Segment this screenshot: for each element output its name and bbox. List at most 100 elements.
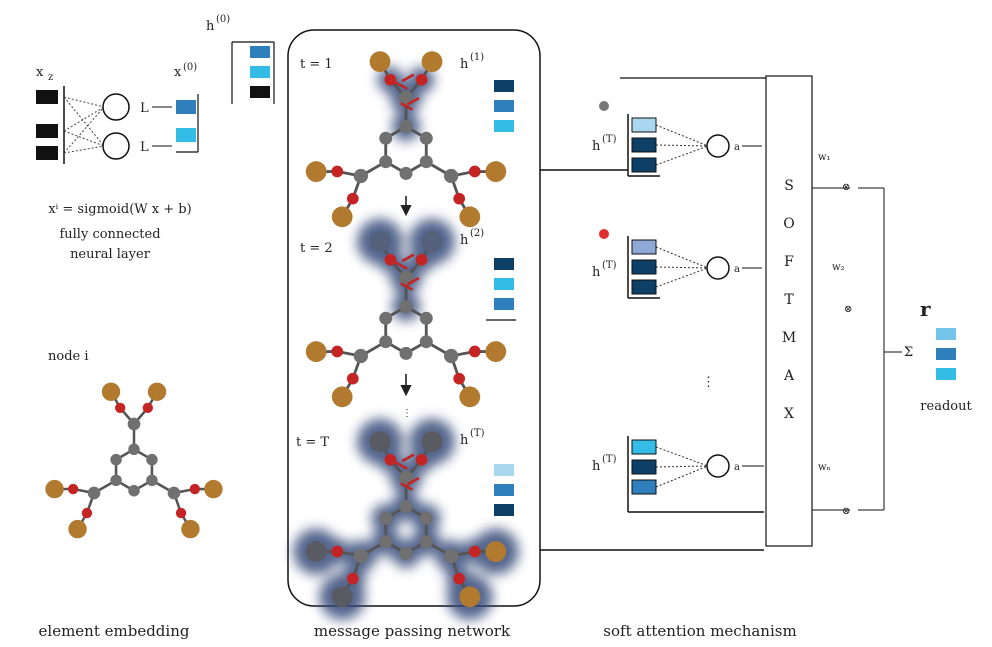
attn-neuron bbox=[706, 256, 730, 280]
copper-atom bbox=[331, 206, 353, 228]
softmax-letter: F bbox=[784, 254, 794, 270]
softmax-letter: X bbox=[784, 406, 794, 422]
hT-sup: (T) bbox=[470, 428, 485, 439]
h1-vector bbox=[494, 80, 514, 132]
fc-connections bbox=[63, 96, 105, 154]
time-step-label: t = 1 bbox=[300, 57, 333, 72]
state-sup: (0) bbox=[216, 14, 230, 25]
message-arrow bbox=[406, 476, 420, 486]
hT-label: h bbox=[460, 433, 469, 448]
oxygen-atom bbox=[453, 372, 466, 385]
readout-vector bbox=[936, 328, 956, 380]
time-step-label: t = 2 bbox=[300, 241, 333, 256]
embedding-output-label: x bbox=[174, 65, 182, 80]
copper-atom bbox=[45, 479, 64, 499]
oxygen-atom bbox=[346, 572, 359, 585]
carbon-atom bbox=[419, 131, 433, 145]
carbon-atom bbox=[353, 548, 369, 564]
neuron bbox=[102, 93, 130, 121]
multiply-symbol: ⊗ bbox=[842, 506, 850, 517]
molecule-step-T bbox=[293, 418, 519, 620]
carbon-atom bbox=[128, 443, 140, 456]
embedding-output-sup: (0) bbox=[183, 62, 197, 73]
carbon-atom bbox=[379, 335, 393, 349]
copper-atom bbox=[305, 341, 327, 362]
neuron bbox=[102, 132, 130, 160]
attn-vector-1 bbox=[627, 114, 660, 177]
oxygen-atom bbox=[346, 192, 359, 205]
attn-h-label: h bbox=[592, 459, 601, 474]
carbon-atom bbox=[127, 417, 141, 431]
carbon-atom bbox=[379, 131, 393, 145]
attn-neuron bbox=[706, 454, 730, 478]
attn-score-label: a bbox=[734, 142, 740, 153]
carbon-atom bbox=[419, 535, 433, 549]
carbon-atom bbox=[110, 474, 122, 487]
embedding-vector bbox=[176, 94, 199, 153]
oxygen-atom bbox=[189, 483, 201, 495]
oxygen-atom bbox=[415, 253, 428, 266]
message-arrow bbox=[394, 81, 408, 91]
message-arrow bbox=[401, 73, 415, 83]
h1-label: h bbox=[460, 57, 469, 72]
attn-score-label: a bbox=[734, 462, 740, 473]
carbon-atom bbox=[379, 511, 393, 525]
copper-atom bbox=[421, 51, 443, 72]
fc-caption-1: fully connected bbox=[59, 227, 160, 242]
copper-atom bbox=[204, 479, 223, 499]
carbon-atom bbox=[443, 168, 459, 184]
oxygen-atom bbox=[415, 453, 428, 466]
carbon-atom bbox=[419, 511, 433, 525]
oxygen-atom bbox=[115, 402, 126, 414]
message-arrow bbox=[401, 453, 415, 463]
h2-vector bbox=[486, 258, 516, 321]
carbon-atom bbox=[398, 270, 414, 286]
attn-score-label: a bbox=[734, 264, 740, 275]
copper-atom bbox=[485, 541, 507, 562]
softmax-letter: S bbox=[784, 178, 794, 194]
attn-connections-n bbox=[655, 446, 709, 488]
input-cell bbox=[36, 124, 58, 138]
h2-sup: (2) bbox=[470, 228, 484, 239]
oxygen-atom bbox=[142, 402, 153, 414]
copper-atom bbox=[68, 519, 87, 539]
h1-sup: (1) bbox=[470, 52, 484, 63]
oxygen-atom bbox=[453, 192, 466, 205]
input-vector-label: x bbox=[36, 65, 44, 80]
copper-atom bbox=[459, 586, 481, 608]
neuron-output-label: L bbox=[140, 101, 149, 116]
fc-caption-2: neural layer bbox=[70, 247, 151, 262]
caption-attention: soft attention mechanism bbox=[603, 622, 796, 640]
input-vector bbox=[36, 86, 65, 164]
weight-label: w₁ bbox=[818, 152, 831, 163]
embedding-equation: xⁱ = sigmoid(W x + b) bbox=[48, 202, 191, 217]
molecule-embedding bbox=[45, 382, 223, 539]
node-marker bbox=[599, 229, 609, 239]
attn-dots: ⋮ bbox=[702, 375, 715, 390]
carbon-atom bbox=[419, 335, 433, 349]
carbon-atom bbox=[128, 484, 140, 497]
step-dots: ⋮ bbox=[402, 408, 412, 419]
carbon-atom bbox=[353, 348, 369, 364]
carbon-atom bbox=[167, 486, 181, 500]
input-cell bbox=[36, 90, 58, 104]
input-vector-subscript: z bbox=[48, 72, 53, 83]
attn-h-sup: (T) bbox=[602, 454, 617, 465]
carbon-atom bbox=[146, 453, 158, 466]
oxygen-atom bbox=[384, 253, 397, 266]
carbon-atom bbox=[379, 535, 393, 549]
node-label: node i bbox=[48, 349, 89, 364]
carbon-atom bbox=[110, 453, 122, 466]
copper-atom bbox=[305, 161, 327, 182]
input-cell bbox=[36, 146, 58, 160]
state-label: h bbox=[206, 19, 215, 34]
softmax-letter: O bbox=[783, 216, 794, 232]
carbon-atom bbox=[87, 486, 101, 500]
copper-atom bbox=[421, 231, 443, 253]
oxygen-atom bbox=[175, 507, 187, 519]
h2-label: h bbox=[460, 233, 469, 248]
element-embedding-section: x z L L x (0) bbox=[36, 62, 223, 640]
oxygen-atom bbox=[67, 483, 79, 495]
caption-element-embedding: element embedding bbox=[39, 622, 190, 640]
oxygen-atom bbox=[415, 73, 428, 86]
